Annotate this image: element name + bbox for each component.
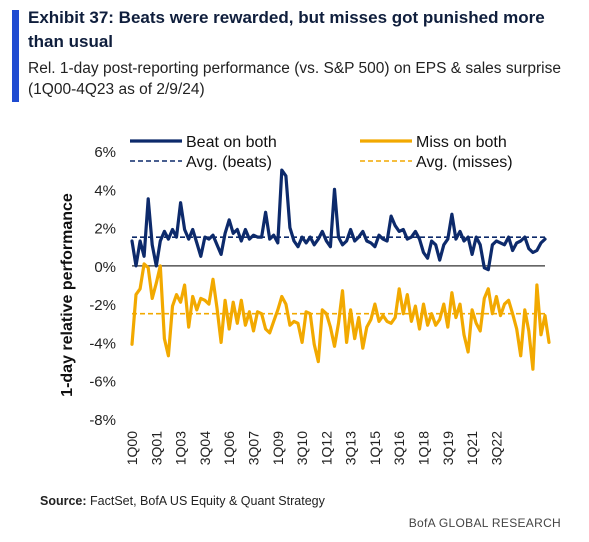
title-accent-bar (12, 10, 19, 102)
legend-avg-misses-label: Avg. (misses) (416, 154, 513, 171)
legend-beat-on-both-label: Beat on both (186, 134, 277, 151)
legend: Beat on both Avg. (beats) Miss on both Avg.… (130, 134, 513, 171)
x-tick-label: 3Q22 (488, 431, 504, 465)
y-tick-label: -4% (89, 335, 116, 352)
x-tick-label: 1Q12 (318, 431, 334, 465)
y-tick-label: 6% (94, 144, 116, 161)
y-tick-label: -8% (89, 412, 116, 429)
line-chart: 1-day relative performance 6% 4% 2% 0% -2% -4… (59, 134, 551, 465)
x-tick-label: 3Q13 (343, 431, 359, 465)
beat-on-both-line (130, 168, 547, 272)
series-lines (130, 168, 551, 371)
y-axis-label: 1-day relative performance (59, 193, 76, 397)
x-tick-label: 1Q09 (270, 431, 286, 465)
source-text: FactSet, BofA US Equity & Quant Strategy (86, 494, 325, 508)
legend-avg-beats-label: Avg. (beats) (186, 154, 272, 171)
y-tick-label: 2% (94, 221, 116, 238)
x-axis-ticks: 1Q00 3Q01 1Q03 3Q04 1Q06 3Q07 1Q09 3Q10 1Q12 3Q13… (124, 431, 504, 465)
x-tick-label: 1Q06 (221, 431, 237, 465)
x-tick-label: 1Q00 (124, 431, 140, 465)
x-tick-label: 1Q15 (367, 431, 383, 465)
x-tick-label: 3Q10 (294, 431, 310, 465)
exhibit-subtitle: Rel. 1-day post-reporting performance (v… (28, 60, 561, 98)
y-tick-label: 0% (94, 259, 116, 276)
x-tick-label: 3Q01 (148, 431, 164, 465)
y-axis-ticks: 6% 4% 2% 0% -2% -4% -6% -8% (89, 144, 116, 429)
x-tick-label: 3Q07 (245, 431, 261, 465)
x-tick-label: 1Q21 (464, 431, 480, 465)
y-tick-label: 4% (94, 182, 116, 199)
x-tick-label: 1Q18 (416, 431, 432, 465)
miss-on-both-line (130, 262, 551, 371)
y-tick-label: -6% (89, 374, 116, 391)
x-tick-label: 3Q19 (440, 431, 456, 465)
source-note: Source: FactSet, BofA US Equity & Quant … (40, 494, 325, 508)
source-label: Source: (40, 494, 87, 508)
brand-label: BofA GLOBAL RESEARCH (408, 516, 561, 530)
exhibit-title: Exhibit 37: Beats were rewarded, but mis… (28, 8, 545, 51)
x-tick-label: 3Q16 (391, 431, 407, 465)
x-tick-label: 1Q03 (173, 431, 189, 465)
x-tick-label: 3Q04 (197, 431, 213, 465)
legend-miss-on-both-label: Miss on both (416, 134, 507, 151)
y-tick-label: -2% (89, 297, 116, 314)
